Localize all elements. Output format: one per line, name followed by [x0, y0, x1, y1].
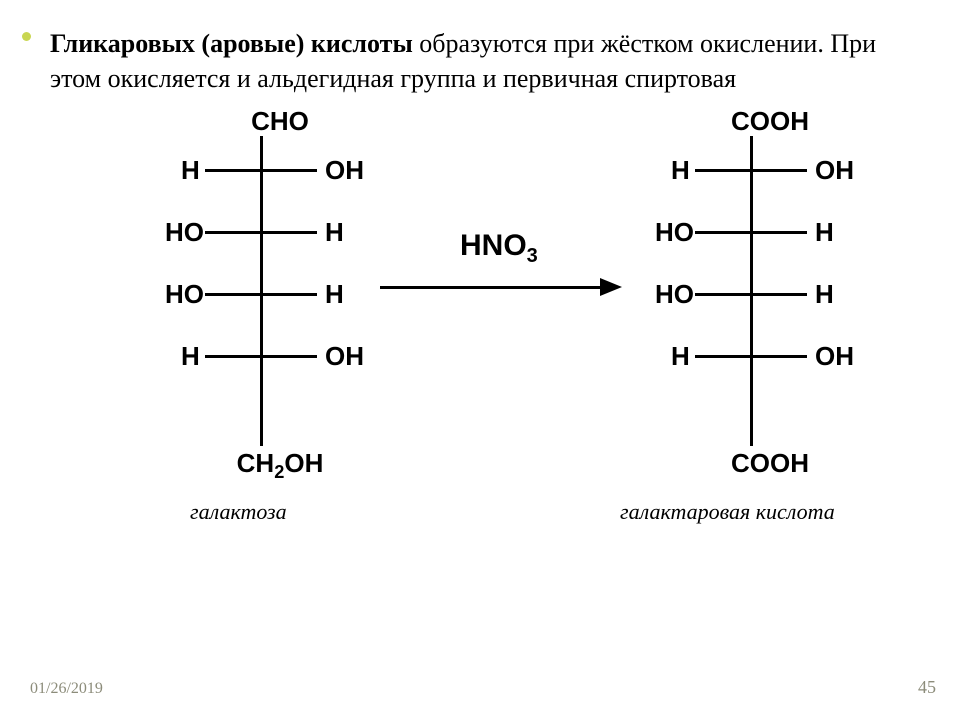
backbone-line — [260, 136, 263, 446]
reaction-arrow-line — [380, 286, 602, 289]
horizontal-bond — [695, 355, 807, 358]
substituent-right: H — [325, 279, 344, 310]
substituent-left: H — [181, 155, 200, 186]
substituent-left: H — [671, 155, 690, 186]
substituent-left: HO — [165, 279, 204, 310]
substituent-right: H — [815, 217, 834, 248]
substituent-left: H — [671, 341, 690, 372]
substituent-right: OH — [325, 155, 364, 186]
bottom-group: COOH — [700, 448, 840, 479]
horizontal-bond — [205, 169, 317, 172]
reaction-arrow-head — [600, 278, 622, 296]
substituent-right: OH — [325, 341, 364, 372]
left-caption: галактоза — [190, 499, 287, 525]
horizontal-bond — [695, 231, 807, 234]
substituent-right: OH — [815, 341, 854, 372]
top-group: CHO — [220, 106, 340, 137]
horizontal-bond — [205, 355, 317, 358]
substituent-left: HO — [165, 217, 204, 248]
horizontal-bond — [205, 293, 317, 296]
substituent-left: HO — [655, 217, 694, 248]
substituent-right: H — [815, 279, 834, 310]
title-bold: Гликаровых (аровые) кислоты — [50, 29, 413, 58]
backbone-line — [750, 136, 753, 446]
main-text: Гликаровых (аровые) кислоты образуются п… — [50, 20, 920, 96]
top-group: COOH — [710, 106, 830, 137]
horizontal-bond — [205, 231, 317, 234]
substituent-right: OH — [815, 155, 854, 186]
horizontal-bond — [695, 169, 807, 172]
substituent-left: HO — [655, 279, 694, 310]
substituent-right: H — [325, 217, 344, 248]
bullet-icon — [22, 32, 31, 41]
horizontal-bond — [695, 293, 807, 296]
chemistry-diagram: CHOHOHHOHHOHHOHCH2OH HNO3 COOHHOHHOHHOHH… — [50, 114, 920, 574]
bottom-group: CH2OH — [210, 448, 350, 483]
footer-date: 01/26/2019 — [30, 680, 103, 698]
right-caption: галактаровая кислота — [620, 499, 835, 525]
substituent-left: H — [181, 341, 200, 372]
footer-page-number: 45 — [918, 677, 936, 698]
reagent-label: HNO3 — [460, 229, 538, 268]
slide-container: Гликаровых (аровые) кислоты образуются п… — [0, 0, 960, 720]
